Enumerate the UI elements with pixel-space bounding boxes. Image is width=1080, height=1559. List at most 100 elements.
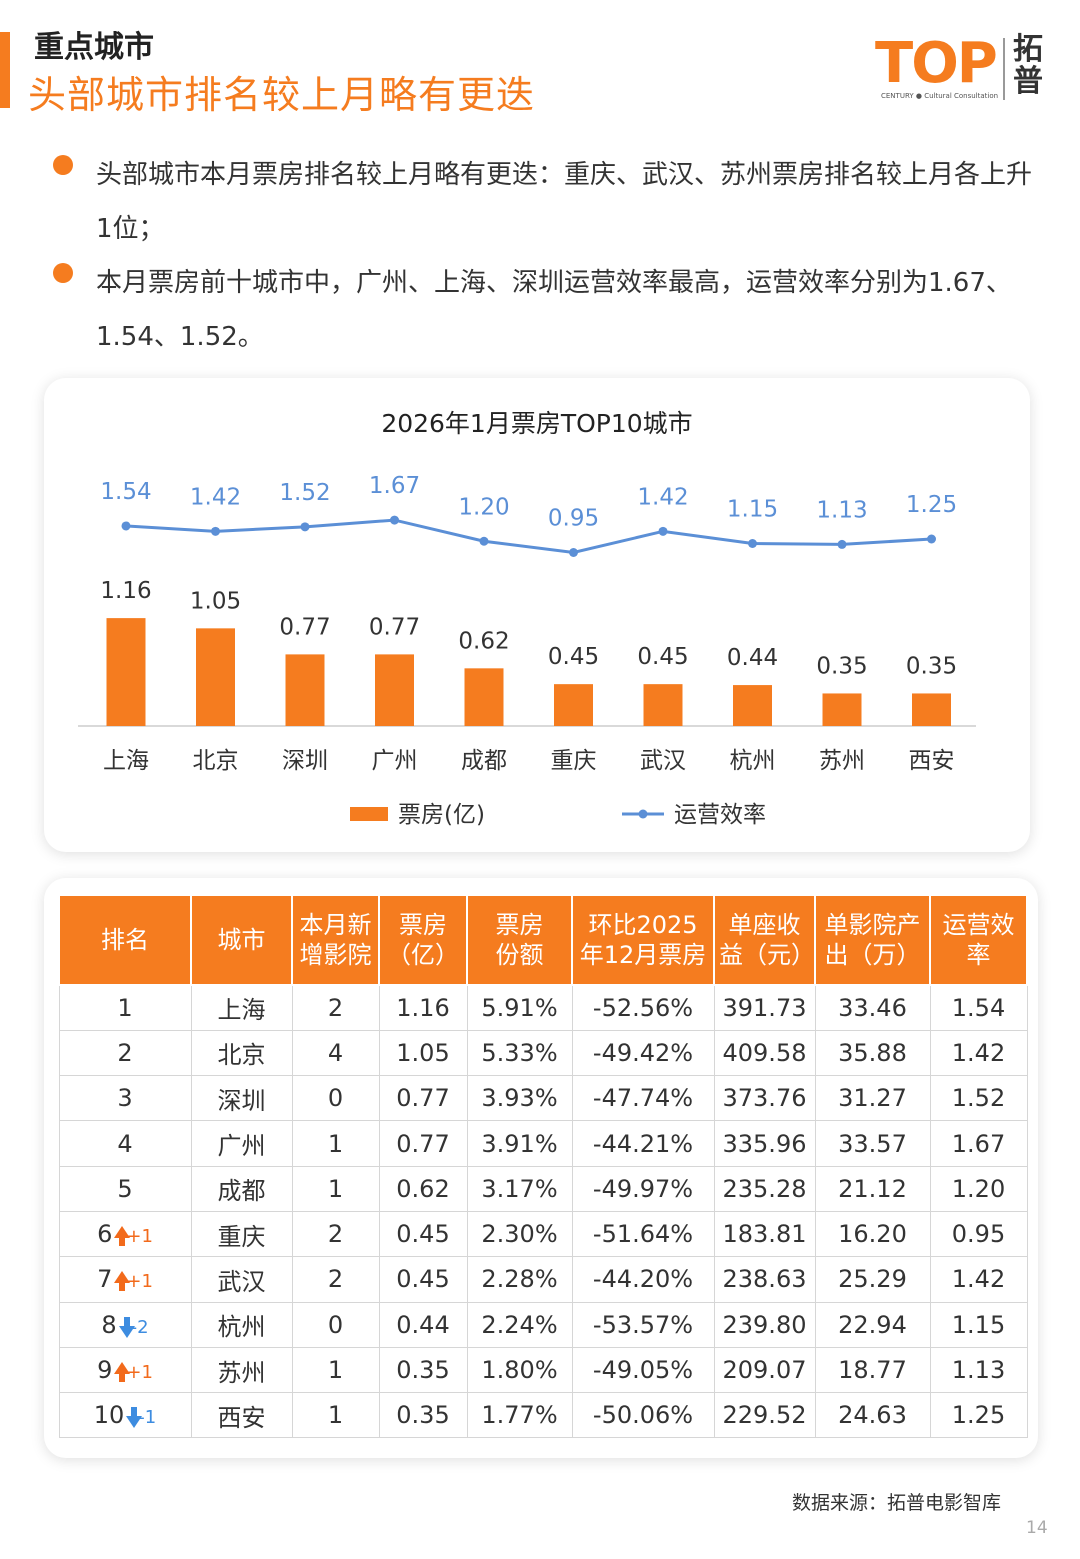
cell-box-office: 0.35 xyxy=(378,1392,468,1439)
table-header-cell: 单影院产 出（万） xyxy=(814,894,931,986)
cell-box-office: 0.62 xyxy=(378,1165,468,1212)
cell-city: 成都 xyxy=(190,1165,293,1212)
cell-share: 2.30% xyxy=(466,1210,573,1258)
cell-per-seat: 409.58 xyxy=(713,1029,816,1077)
table-header-cell: 票房 份额 xyxy=(466,894,573,986)
bar-武汉 xyxy=(643,684,683,726)
bullet-dot-icon xyxy=(53,263,73,283)
table-row: 8 -2 杭州 0 0.44 2.24% -53.57% 239.80 22.94 1.15 xyxy=(58,1301,1028,1348)
table-row: 6 +1 重庆 2 0.45 2.30% -51.64% 183.81 16.20 0.95 xyxy=(58,1210,1028,1258)
efficiency-value-label: 1.42 xyxy=(637,484,688,510)
rank-up-arrow-icon xyxy=(112,1356,131,1384)
cell-efficiency: 1.25 xyxy=(929,1392,1028,1439)
logo-cn-char-1: 拓 xyxy=(1013,32,1043,67)
efficiency-value-label: 1.25 xyxy=(906,492,957,518)
bullet-list: 头部城市本月票房排名较上月略有更迭：重庆、武汉、苏州票房排名较上月各上升1位； … xyxy=(50,148,1040,364)
cell-efficiency: 1.20 xyxy=(929,1165,1028,1212)
cell-per-seat: 373.76 xyxy=(713,1075,816,1122)
bar-value-label: 0.77 xyxy=(369,614,420,640)
table-row: 4 广州 1 0.77 3.91% -44.21% 335.96 33.57 1.67 xyxy=(58,1120,1028,1167)
header-text-line: 益（元） xyxy=(719,941,815,969)
cell-box-office: 1.16 xyxy=(378,984,468,1031)
section-kicker: 重点城市 xyxy=(34,30,154,65)
logo-cn-char-2: 普 xyxy=(1013,64,1043,99)
rank-value: 6 xyxy=(97,1220,113,1249)
bar-value-label: 0.35 xyxy=(816,653,867,679)
bar-杭州 xyxy=(733,685,772,726)
cell-mom: -49.42% xyxy=(571,1029,715,1077)
bar-value-label: 0.44 xyxy=(727,645,778,671)
rank-up-arrow-icon xyxy=(112,1265,131,1293)
bar-广州 xyxy=(375,654,414,726)
table-row: 10 -1 西安 1 0.35 1.77% -50.06% 229.52 24.63 1.25 xyxy=(58,1392,1028,1439)
cell-efficiency: 1.54 xyxy=(929,984,1028,1031)
cell-mom: -49.05% xyxy=(571,1346,715,1394)
efficiency-point xyxy=(479,536,489,546)
cell-city: 广州 xyxy=(190,1120,293,1167)
rank-cell: 4 xyxy=(58,1120,192,1167)
efficiency-point xyxy=(300,522,310,532)
data-source: 数据来源：拓普电影智库 xyxy=(792,1492,1002,1514)
efficiency-point xyxy=(569,548,578,557)
cell-per-seat: 391.73 xyxy=(713,984,816,1031)
cell-box-office: 0.44 xyxy=(378,1301,468,1348)
logo-brand: TOP xyxy=(875,31,998,96)
chart-title: 2026年1月票房TOP10城市 xyxy=(381,409,692,438)
x-tick-label: 苏州 xyxy=(819,748,865,774)
header-text-line: 年12月票房 xyxy=(579,941,707,969)
table-header-cell: 票房 （亿） xyxy=(378,894,468,986)
cell-share: 5.91% xyxy=(466,984,573,1031)
cell-new-cinemas: 2 xyxy=(291,1210,380,1258)
rank-value: 10 xyxy=(93,1401,125,1430)
cell-share: 2.24% xyxy=(466,1301,573,1348)
cell-mom: -52.56% xyxy=(571,984,715,1031)
rank-value: 8 xyxy=(101,1310,117,1339)
cell-new-cinemas: 2 xyxy=(291,984,380,1031)
logo-subtitle: CENTURY ● Cultural Consultation xyxy=(881,92,999,100)
rank-value: 5 xyxy=(117,1174,133,1203)
x-tick-label: 成都 xyxy=(461,748,507,774)
rank-cell: 7 +1 xyxy=(58,1256,192,1303)
table-header-row: 排名 城市 本月新 增影院 票房 （亿） 票房 份额 环比2025 年12月票房 单座收 益（元） 单影… xyxy=(58,894,1028,986)
header-accent-bar xyxy=(0,32,10,108)
legend-line-marker xyxy=(638,809,648,819)
cell-per-cinema: 33.57 xyxy=(814,1120,931,1167)
cell-per-cinema: 21.12 xyxy=(814,1165,931,1212)
rank-change: +1 xyxy=(126,1362,153,1384)
logo-divider xyxy=(1003,38,1005,100)
cell-mom: -44.21% xyxy=(571,1120,715,1167)
cell-per-seat: 183.81 xyxy=(713,1210,816,1258)
cell-new-cinemas: 2 xyxy=(291,1256,380,1303)
bar-深圳 xyxy=(285,654,325,726)
cell-share: 5.33% xyxy=(466,1029,573,1077)
header-text-line: 率 xyxy=(966,941,991,969)
x-tick-label: 广州 xyxy=(372,748,418,774)
legend-bar-label: 票房(亿) xyxy=(398,802,485,828)
efficiency-point xyxy=(658,526,668,536)
rank-change: -2 xyxy=(130,1316,149,1338)
header-text-line: 出（万） xyxy=(824,941,921,969)
cell-per-cinema: 18.77 xyxy=(814,1346,931,1394)
bar-value-label: 0.77 xyxy=(279,614,330,640)
cell-share: 3.93% xyxy=(466,1075,573,1122)
bar-重庆 xyxy=(554,684,593,726)
cell-per-seat: 229.52 xyxy=(713,1392,816,1439)
rank-cell: 2 xyxy=(58,1029,192,1077)
cell-new-cinemas: 1 xyxy=(291,1392,380,1439)
cell-mom: -50.06% xyxy=(571,1392,715,1439)
header-text-line: 票房 xyxy=(495,911,544,939)
cell-per-cinema: 31.27 xyxy=(814,1075,931,1122)
rank-value: 1 xyxy=(117,993,133,1022)
cell-box-office: 0.35 xyxy=(378,1346,468,1394)
efficiency-line xyxy=(125,518,932,555)
rank-value: 4 xyxy=(117,1129,133,1158)
legend-line-label: 运营效率 xyxy=(674,802,766,828)
logo-cn-name: 拓 普 xyxy=(1013,34,1047,98)
rank-value: 3 xyxy=(117,1084,133,1113)
header-text-line: 票房 xyxy=(399,911,447,939)
cell-share: 3.91% xyxy=(466,1120,573,1167)
cell-new-cinemas: 1 xyxy=(291,1346,380,1394)
cell-box-office: 0.77 xyxy=(378,1075,468,1122)
x-tick-label: 杭州 xyxy=(730,748,776,774)
header-text-line: 单座收 xyxy=(728,911,801,939)
